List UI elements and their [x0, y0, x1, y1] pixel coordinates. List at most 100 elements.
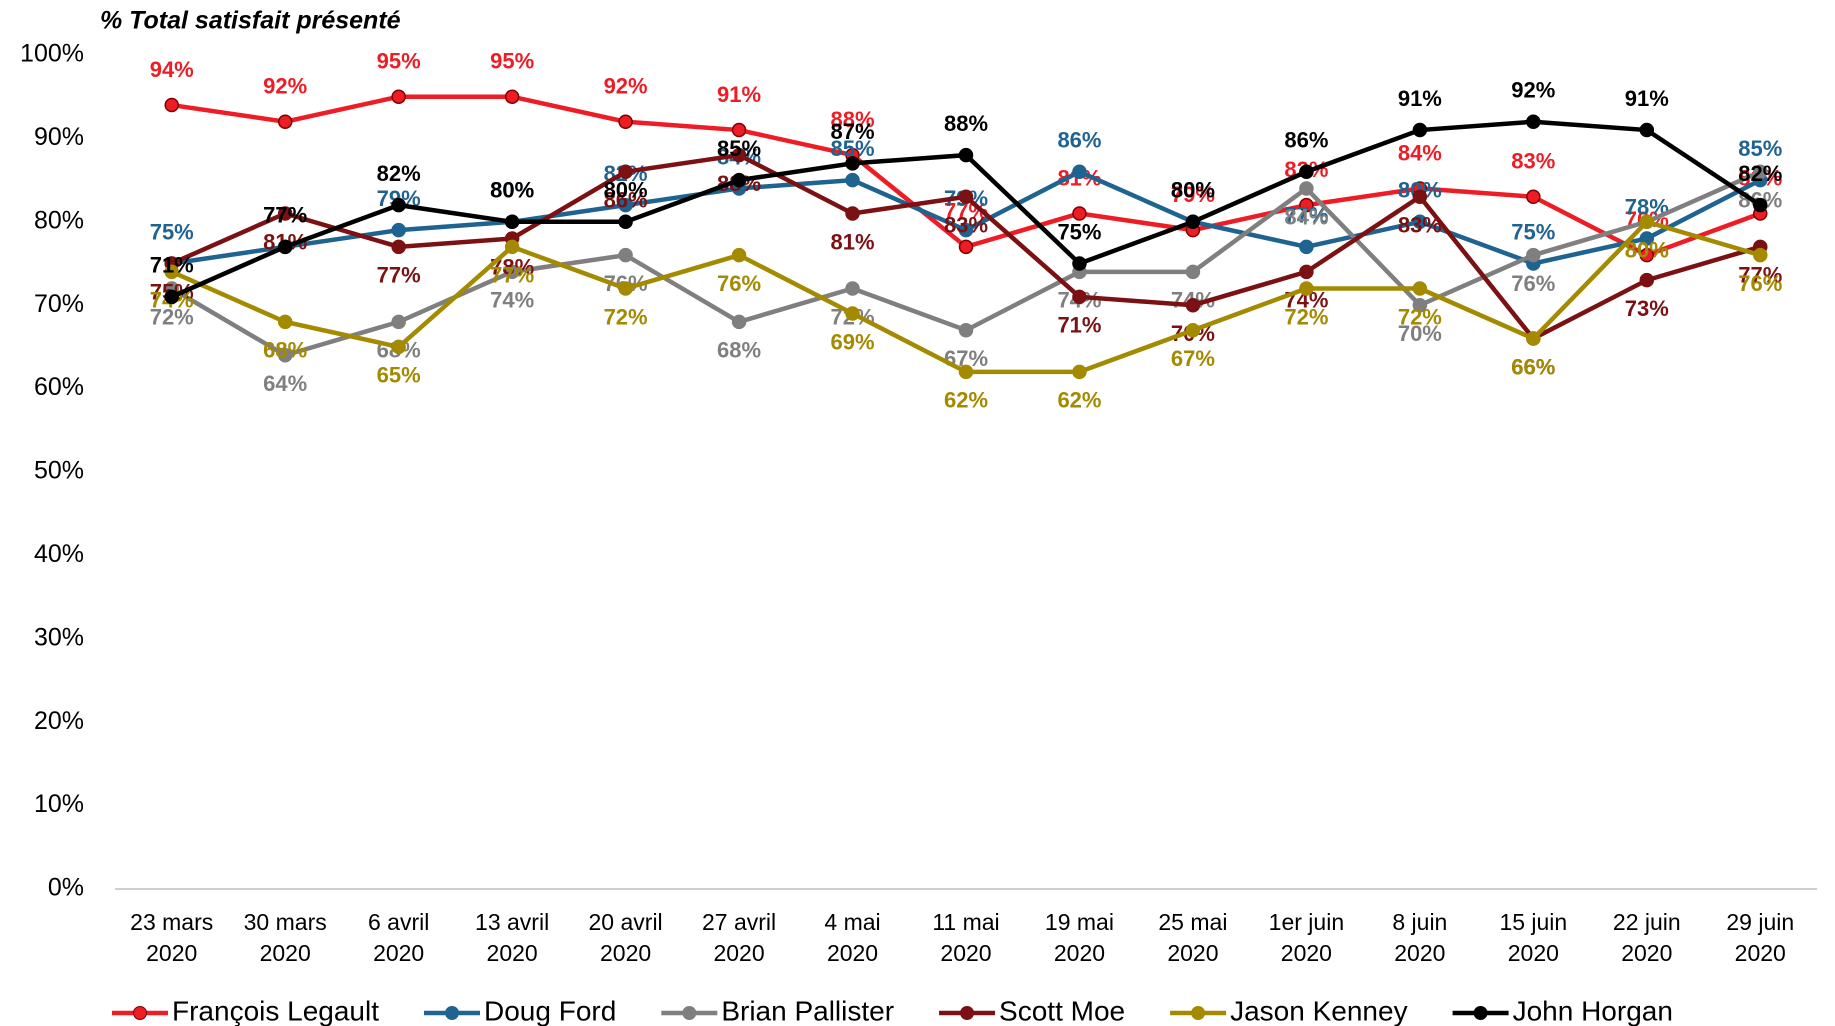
data-point — [1185, 264, 1201, 280]
data-label: 92% — [604, 74, 648, 99]
data-point — [277, 347, 293, 363]
data-point — [1072, 364, 1087, 380]
legend-label: John Horgan — [1513, 995, 1673, 1026]
data-point — [504, 214, 520, 230]
data-label: 72% — [1284, 304, 1328, 329]
data-point — [958, 239, 974, 255]
data-label: 82% — [377, 161, 421, 186]
data-point — [1526, 247, 1541, 263]
data-label: 71% — [150, 253, 194, 278]
x-tick-label: 8 juin 2020 — [1392, 909, 1448, 966]
y-tick-label: 70% — [34, 290, 84, 318]
data-point — [1299, 264, 1314, 280]
x-tick-label: 1er juin 2020 — [1268, 909, 1345, 966]
y-tick-label: 100% — [20, 40, 84, 68]
data-point — [391, 89, 406, 104]
data-point — [1526, 114, 1541, 129]
data-label: 81% — [831, 229, 875, 254]
y-tick-label: 30% — [34, 623, 84, 651]
data-point — [164, 264, 179, 280]
legend-marker — [960, 1006, 975, 1020]
data-label: 94% — [150, 57, 194, 82]
data-label: 80% — [490, 178, 534, 203]
data-label: 67% — [1171, 346, 1215, 371]
data-point — [1412, 122, 1428, 138]
data-point — [1185, 214, 1201, 230]
y-tick-label: 90% — [34, 123, 84, 151]
x-tick-label: 20 avril 2020 — [588, 909, 663, 966]
data-point — [391, 222, 406, 238]
data-label: 69% — [831, 329, 875, 354]
data-point — [845, 156, 860, 171]
data-label: 68% — [263, 338, 307, 363]
legend-marker — [682, 1006, 697, 1020]
legend-label: François Legault — [172, 995, 379, 1026]
data-point — [958, 147, 974, 163]
data-point — [1072, 289, 1087, 305]
legend-label: Jason Kenney — [1230, 995, 1407, 1026]
data-label: 77% — [263, 203, 307, 228]
data-point — [618, 197, 633, 213]
data-label: 65% — [377, 363, 421, 388]
data-point — [731, 147, 747, 163]
data-point — [1412, 297, 1428, 313]
data-point — [391, 197, 406, 213]
data-point — [845, 206, 860, 221]
data-label: 80% — [1171, 178, 1215, 203]
data-label: 76% — [1511, 271, 1555, 296]
data-point — [618, 247, 633, 263]
legend-label: Doug Ford — [484, 995, 616, 1026]
data-point — [391, 314, 406, 330]
data-point — [504, 89, 520, 104]
chart-title: % Total satisfait présenté — [100, 7, 401, 35]
data-label: 77% — [1738, 263, 1782, 288]
data-label: 66% — [1511, 354, 1555, 379]
data-point — [1299, 197, 1314, 213]
data-point — [504, 264, 520, 280]
data-label: 85% — [717, 136, 761, 161]
data-point — [277, 239, 293, 255]
y-tick-label: 10% — [34, 790, 84, 818]
data-point — [958, 222, 974, 238]
data-label: 80% — [1625, 238, 1669, 263]
data-label: 86% — [604, 188, 648, 213]
data-point — [1753, 164, 1768, 180]
data-point — [618, 164, 633, 180]
data-point — [1639, 247, 1655, 263]
data-point — [731, 122, 747, 138]
data-label: 72% — [604, 304, 648, 329]
data-label: 62% — [944, 388, 988, 413]
data-point — [958, 364, 974, 380]
y-tick-label: 40% — [34, 540, 84, 568]
data-label: 80% — [490, 178, 534, 203]
data-label: 66% — [1511, 354, 1555, 379]
data-point — [1526, 331, 1541, 346]
data-label: 88% — [831, 107, 875, 132]
legend-label: Scott Moe — [999, 995, 1125, 1026]
data-label: 86% — [1057, 128, 1101, 153]
y-tick-label: 60% — [34, 373, 84, 401]
x-tick-label: 6 avril 2020 — [367, 909, 430, 966]
data-point — [1412, 189, 1428, 205]
data-label: 91% — [717, 82, 761, 107]
x-tick-label: 13 avril 2020 — [475, 909, 550, 966]
data-label: 72% — [1398, 304, 1442, 329]
data-label: 92% — [1511, 78, 1555, 103]
data-label: 74% — [490, 288, 534, 313]
data-label: 87% — [831, 119, 875, 144]
data-label: 91% — [1398, 86, 1442, 111]
data-point — [504, 239, 520, 255]
data-label: 70% — [1398, 321, 1442, 346]
data-point — [1526, 189, 1541, 205]
data-label: 75% — [150, 219, 194, 244]
data-point — [277, 206, 293, 221]
legend-marker — [133, 1006, 147, 1020]
x-tick-label: 11 mai 2020 — [932, 909, 1000, 966]
data-point — [1299, 281, 1314, 296]
data-label: 80% — [1171, 178, 1215, 203]
data-label: 83% — [1511, 149, 1555, 174]
y-tick-label: 20% — [34, 707, 84, 735]
data-label: 71% — [1057, 313, 1101, 338]
